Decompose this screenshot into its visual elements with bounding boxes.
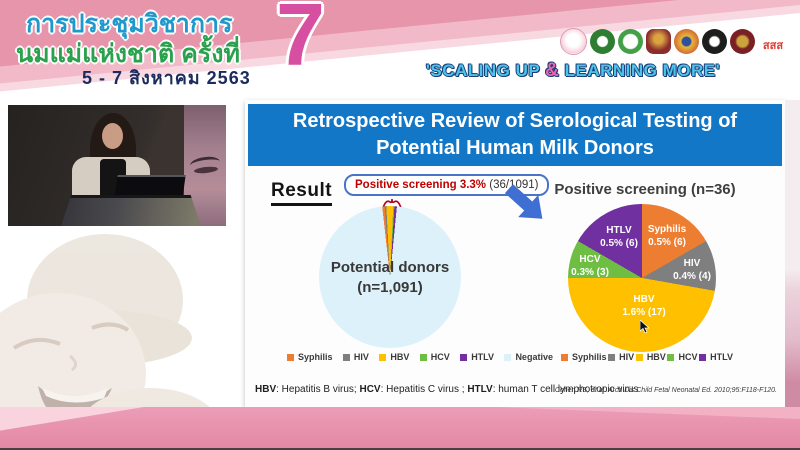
presentation-slide: Retrospective Review of Serological Test… xyxy=(245,100,785,407)
positive-pie: HTLV 0.5% (6) Syphilis 0.5% (6) HCV 0.3%… xyxy=(568,204,716,352)
conference-slogan: 'SCALING UP & LEARNING MORE' xyxy=(358,60,788,82)
legend-label: HIV xyxy=(353,352,369,362)
health-ministry-seal-logo xyxy=(590,29,615,54)
legend-label: HTLV xyxy=(471,352,495,362)
pediatric-society-logo xyxy=(730,29,755,54)
result-heading: Result xyxy=(271,180,333,206)
legend-label: Syphilis xyxy=(572,352,607,362)
university-seal-logo xyxy=(702,29,727,54)
legend-item: HIV xyxy=(608,352,634,362)
pie-label-hiv: HIV 0.4% (4) xyxy=(673,257,711,283)
hcv-swatch xyxy=(667,353,675,361)
hbv-swatch xyxy=(635,353,643,361)
syphilis-swatch xyxy=(561,353,568,361)
hiv-swatch xyxy=(342,353,350,361)
legend-item: HCV xyxy=(667,352,697,362)
htlv-abbr: HTLV xyxy=(467,384,493,395)
donors-pie: Potential donors (n=1,091) xyxy=(319,206,461,348)
hcv-abbr: HCV xyxy=(359,384,381,395)
hbv-abbr: HBV xyxy=(255,384,277,395)
hiv-swatch xyxy=(608,353,616,361)
legend-label: Syphilis xyxy=(298,352,333,362)
legend-label: HCV xyxy=(678,352,698,362)
legend-label: HBV xyxy=(646,352,666,362)
legend-item: HTLV xyxy=(460,352,494,362)
reference-citation: Cohen RS, et al. Arch Dis Child Fetal Ne… xyxy=(554,387,777,394)
htlv-definition: : human T cell lymphotropic virus xyxy=(492,384,639,395)
conference-title-thai: การประชุมวิชาการ xyxy=(26,10,233,38)
negative-swatch xyxy=(504,353,512,361)
legend-label: Negative xyxy=(515,352,553,362)
legend-item: HBV xyxy=(635,352,666,362)
pie-label-htlv: HTLV 0.5% (6) xyxy=(600,224,638,250)
legend-item: HTLV xyxy=(699,352,733,362)
htlv-swatch xyxy=(699,353,707,361)
pie-label-hbv: HBV 1.6% (17) xyxy=(622,293,665,319)
legend-item: Syphilis xyxy=(287,352,333,362)
royal-college-emblem-logo xyxy=(646,29,671,54)
htlv-value: 0.5% (6) xyxy=(600,238,638,249)
callout-brace xyxy=(382,198,402,209)
mouse-cursor-icon xyxy=(640,320,649,333)
slogan-ampersand: & xyxy=(545,60,560,81)
legend-item: HCV xyxy=(419,352,450,362)
conference-subtitle-thai: นมแม่แห่งชาติ ครั้งที่ xyxy=(16,40,240,68)
pie-label-hcv: HCV 0.3% (3) xyxy=(571,253,609,279)
header-banner: การประชุมวิชาการ นมแม่แห่งชาติ ครั้งที่ … xyxy=(0,0,800,100)
bottom-band-lightwedge xyxy=(0,407,144,431)
syphilis-swatch xyxy=(287,353,294,361)
legend-item: Negative xyxy=(504,352,553,362)
syphilis-name: Syphilis xyxy=(647,224,687,235)
bottom-pink-band xyxy=(0,407,800,450)
hbv-definition: : Hepatitis B virus; xyxy=(276,384,360,395)
htlv-swatch xyxy=(460,353,468,361)
edition-number: 7 xyxy=(276,0,325,84)
pie-label-syphilis: Syphilis 0.5% (6) xyxy=(648,223,686,249)
hcv-value: 0.3% (3) xyxy=(571,267,609,278)
htlv-name: HTLV xyxy=(606,225,632,236)
hcv-swatch xyxy=(419,353,427,361)
donors-pie-label: Potential donors (n=1,091) xyxy=(319,258,461,299)
legend-label: HIV xyxy=(619,352,635,362)
presenter-face xyxy=(102,123,123,149)
slogan-part1: 'SCALING UP xyxy=(425,61,546,80)
legend-label: HCV xyxy=(430,352,450,362)
positive-screening-callout: Positive screening 3.3% (36/1091) xyxy=(344,174,550,196)
hbv-value: 1.6% (17) xyxy=(622,307,666,318)
donors-legend: Syphilis HIV HBV HCV HTLV Negative xyxy=(287,352,553,362)
hiv-name: HIV xyxy=(683,258,701,269)
slogan-part2: LEARNING MORE' xyxy=(559,61,721,80)
conference-dates: 5 - 7 สิงหาคม 2563 xyxy=(82,68,251,88)
hbv-name: HBV xyxy=(633,294,655,305)
hcv-definition: : Hepatitis C virus ; xyxy=(380,384,468,395)
hcv-name: HCV xyxy=(579,254,601,265)
mother-child-foundation-logo xyxy=(560,28,587,55)
hbv-swatch xyxy=(379,353,387,361)
bottom-edge-line xyxy=(0,448,800,450)
hiv-value: 0.4% (4) xyxy=(673,271,711,282)
syphilis-value: 0.5% (6) xyxy=(648,237,686,248)
callout-percentage: Positive screening 3.3% xyxy=(355,179,487,191)
legend-label: HTLV xyxy=(710,352,733,362)
legend-item: Syphilis xyxy=(561,352,607,362)
royal-crest-logo xyxy=(674,29,699,54)
transition-arrow-icon xyxy=(504,184,543,219)
abbreviation-footnote: HBV: Hepatitis B virus; HCV: Hepatitis C… xyxy=(255,384,639,395)
donors-label-line2: (n=1,091) xyxy=(357,279,423,297)
sponsor-logos: สสส xyxy=(560,28,788,55)
bottom-band-highlight xyxy=(0,407,800,434)
medical-association-logo xyxy=(618,29,643,54)
legend-item: HIV xyxy=(342,352,369,362)
donors-label-line1: Potential donors xyxy=(330,259,450,276)
thai-health-sss-logo: สสส xyxy=(762,40,784,52)
speaker-video-feed xyxy=(8,105,226,226)
podium xyxy=(60,195,202,226)
legend-item: HBV xyxy=(379,352,409,362)
positive-pie-title: Positive screening (n=36) xyxy=(554,181,736,198)
legend-label: HBV xyxy=(390,352,410,362)
positive-legend: Syphilis HIV HBV HCV HTLV xyxy=(561,352,733,362)
slide-title: Retrospective Review of Serological Test… xyxy=(248,104,782,166)
right-pink-strip xyxy=(785,100,800,407)
